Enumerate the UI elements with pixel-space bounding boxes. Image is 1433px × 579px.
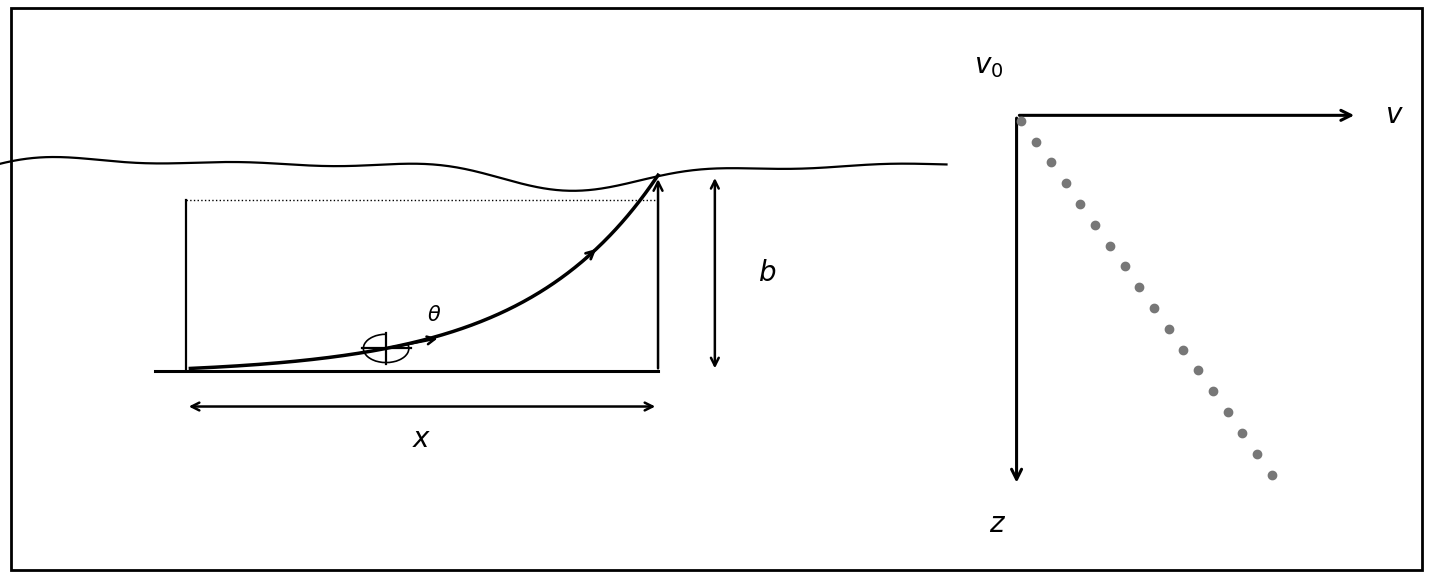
Text: $x$: $x$	[413, 425, 431, 453]
Text: $v$: $v$	[1386, 101, 1404, 129]
Text: $v_0$: $v_0$	[973, 52, 1003, 80]
Text: $\theta$: $\theta$	[427, 305, 441, 325]
Text: $z$: $z$	[989, 510, 1006, 537]
Text: $b$: $b$	[758, 259, 777, 287]
